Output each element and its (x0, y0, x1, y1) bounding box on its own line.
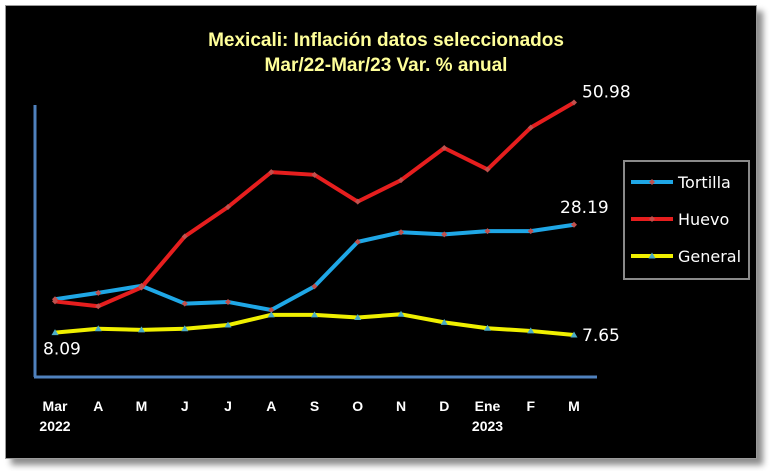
point-tortilla (225, 298, 231, 305)
point-huevo (441, 144, 448, 151)
point-general (51, 329, 59, 336)
x-tick-label: O (352, 398, 363, 414)
x-tick-label: F (526, 398, 535, 414)
point-tortilla (181, 300, 188, 307)
x-tick-label: M (568, 398, 580, 414)
point-huevo (354, 198, 361, 205)
x-tick-label: A (266, 398, 276, 414)
legend-label-tortilla: Tortilla (677, 173, 731, 192)
point-huevo (52, 298, 58, 305)
x-tick-label: Ene (475, 398, 501, 414)
point-tortilla (268, 307, 275, 314)
data-label-tortilla: 28.19 (560, 198, 609, 218)
point-huevo (181, 233, 188, 240)
point-tortilla (354, 238, 361, 245)
point-huevo (311, 171, 318, 178)
x-tick-label: Mar (43, 398, 68, 414)
legend-label-huevo: Huevo (678, 210, 729, 229)
x-tick-label: N (396, 398, 406, 414)
chart-title-line-1: Mexicali: Inflación datos seleccionados (208, 30, 564, 51)
point-huevo (225, 204, 231, 211)
x-tick-label: D (439, 398, 449, 414)
point-general (354, 314, 362, 321)
point-general (181, 325, 189, 332)
data-label-general: 8.09 (43, 340, 81, 360)
point-tortilla (95, 289, 102, 296)
point-huevo (527, 124, 534, 131)
point-tortilla (527, 228, 534, 235)
point-general (527, 327, 535, 334)
point-general (138, 326, 145, 333)
point-tortilla (311, 283, 318, 290)
point-general (484, 324, 491, 331)
x-tick-label: M (136, 398, 148, 414)
chart-title-line-2: Mar/22-Mar/23 Var. % anual (265, 55, 508, 76)
point-general (267, 311, 275, 318)
x-tick-label: J (224, 398, 232, 414)
legend-marker-tortilla (649, 179, 655, 185)
point-tortilla (484, 228, 491, 235)
chart-frame: Mexicali: Inflación datos seleccionados … (5, 5, 757, 459)
point-tortilla (441, 231, 448, 238)
point-huevo (571, 99, 577, 106)
point-huevo (268, 169, 275, 176)
point-huevo (484, 166, 491, 173)
series-line-huevo (54, 100, 576, 309)
point-tortilla (398, 229, 404, 236)
x-tick-label: A (93, 398, 103, 414)
point-general (94, 325, 102, 332)
x-year-label: 2023 (472, 418, 503, 434)
data-label-general: 7.65 (582, 326, 620, 346)
legend-label-general: General (678, 247, 741, 266)
legend-marker-huevo (649, 216, 655, 222)
x-tick-label: S (310, 398, 319, 414)
point-general (397, 310, 405, 317)
point-general (570, 331, 578, 338)
point-general (224, 321, 232, 328)
legend-marker-general (648, 252, 656, 259)
point-huevo (138, 284, 145, 291)
data-label-huevo: 50.98 (582, 82, 631, 102)
point-tortilla (571, 221, 577, 228)
point-general (311, 311, 318, 318)
point-huevo (95, 303, 102, 310)
x-year-label: 2022 (39, 418, 70, 434)
point-general (440, 318, 448, 325)
series-line-general (54, 312, 575, 337)
series-line-tortilla (54, 222, 575, 313)
x-tick-label: J (181, 398, 189, 414)
point-huevo (398, 177, 404, 184)
legend: Tortilla Huevo General (623, 160, 750, 280)
